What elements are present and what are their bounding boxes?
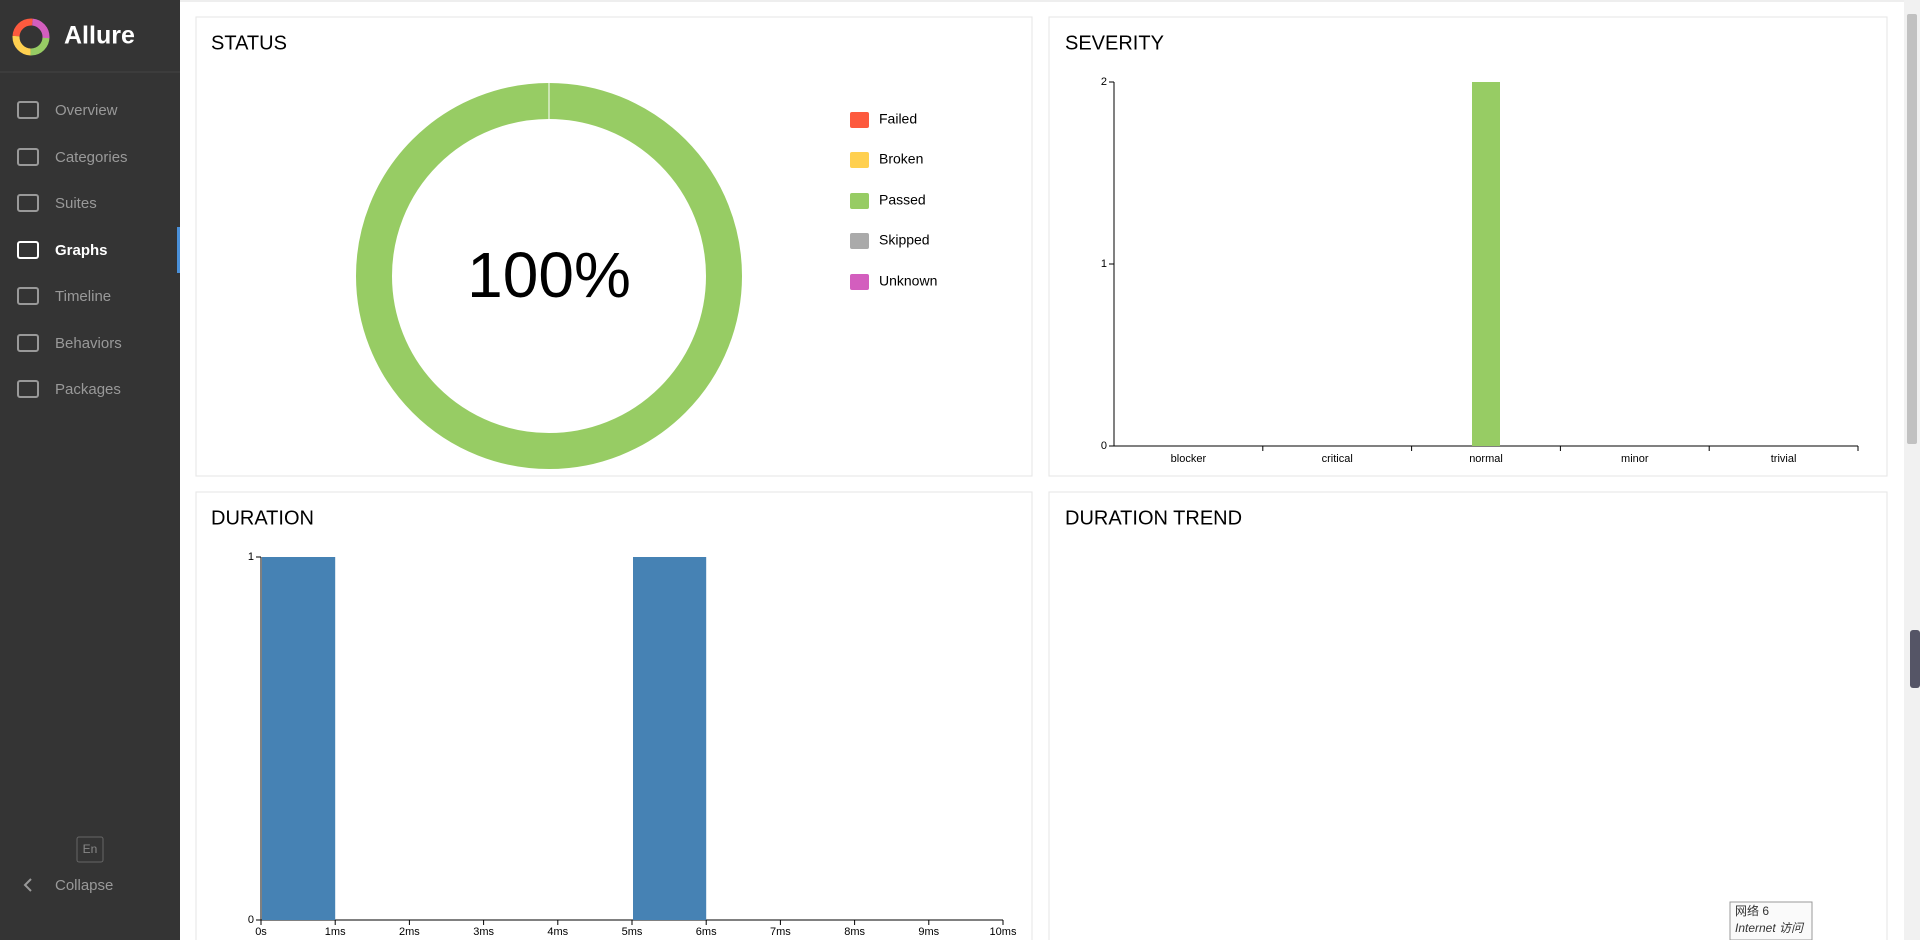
nav-icon[interactable] [17,380,39,398]
popup-line: 网络 6 [1735,903,1769,918]
logo [12,18,50,56]
nav-item[interactable]: Behaviors [55,335,122,352]
side-widget[interactable] [1910,630,1920,688]
sidebar [0,0,180,940]
x-tick-label: 0s [255,926,267,938]
x-tick-label: 9ms [918,926,939,938]
collapse[interactable]: Collapse [55,877,113,894]
legend-swatch[interactable] [850,193,869,209]
legend-label[interactable]: Broken [879,151,923,167]
x-tick-label: blocker [1171,453,1207,465]
panel-title: DURATION [211,507,314,529]
nav-item[interactable]: Categories [55,149,128,166]
nav: Overview Categories Suites Graphs Timeline Be… [17,101,180,398]
popup-line: Internet 访问 [1735,921,1805,935]
y-tick-label: 0 [248,914,254,926]
x-tick-label: 4ms [547,926,568,938]
y-tick-label: 1 [248,551,254,563]
x-tick-label: 7ms [770,926,791,938]
nav-item[interactable]: Suites [55,195,97,212]
panel-title: DURATION TREND [1065,507,1242,529]
nav-item[interactable]: Timeline [55,288,111,305]
scrollbar-thumb[interactable] [1907,14,1917,444]
nav-item[interactable]: Graphs [55,242,108,259]
network-popup [1729,901,1813,940]
y-tick-label: 2 [1101,76,1107,88]
x-tick-label: critical [1322,453,1353,465]
brand: Allure [64,22,135,50]
nav-item[interactable]: Packages [55,381,121,398]
bar [1472,82,1500,446]
legend-swatch[interactable] [850,274,869,290]
nav-icon[interactable] [17,194,39,212]
histogram-bar [633,557,707,920]
language[interactable]: En [83,842,98,856]
x-tick-label: 10ms [990,926,1017,938]
histogram-bar [262,557,336,920]
y-tick-label: 0 [1101,440,1107,452]
collapse-icon[interactable] [23,878,32,892]
nav-icon[interactable] [17,241,39,259]
x-tick-label: trivial [1771,453,1797,465]
x-tick-label: 5ms [622,926,643,938]
x-tick-label: normal [1469,453,1503,465]
panel [1048,491,1888,940]
nav-icon[interactable] [17,148,39,166]
nav-item[interactable]: Overview [55,102,118,119]
panel [195,491,1033,940]
nav-icon[interactable] [17,334,39,352]
panel-title: STATUS [211,32,287,54]
center-label: 100% [467,239,631,311]
panel-title: SEVERITY [1065,32,1164,54]
language-box[interactable] [76,836,104,863]
nav-icon[interactable] [17,101,39,119]
legend-swatch[interactable] [850,233,869,249]
x-tick-label: 3ms [473,926,494,938]
x-tick-label: minor [1621,453,1649,465]
legend-swatch[interactable] [850,152,869,168]
nav-icon[interactable] [17,287,39,305]
nav-active-marker [177,227,180,273]
x-tick-label: 2ms [399,926,420,938]
x-tick-label: 1ms [325,926,346,938]
legend-label[interactable]: Failed [879,111,917,127]
legend-swatch[interactable] [850,112,869,128]
y-tick-label: 1 [1101,258,1107,270]
panel [1048,16,1888,477]
x-tick-label: 8ms [844,926,865,938]
x-tick-label: 6ms [696,926,717,938]
legend-label[interactable]: Skipped [879,232,930,248]
legend-label[interactable]: Passed [879,192,926,208]
panel [195,16,1033,477]
legend-label[interactable]: Unknown [879,273,937,289]
